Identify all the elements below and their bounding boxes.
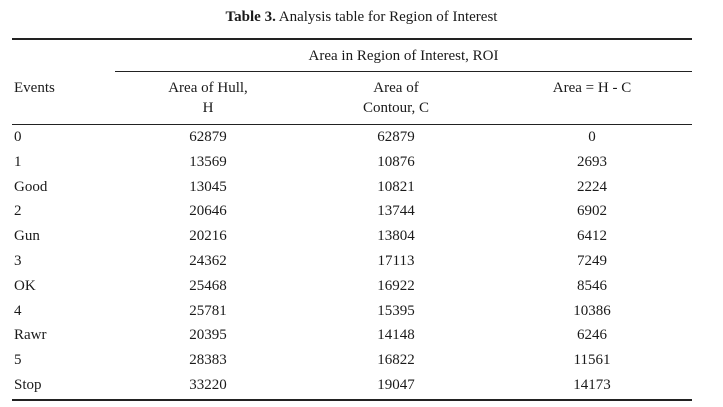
diff-cell: 6246 <box>577 327 607 344</box>
table-row: Stop 33220 19047 14173 <box>0 374 723 399</box>
event-cell: Gun <box>14 228 40 245</box>
hull-cell: 13569 <box>189 153 227 170</box>
contour-cell: 13744 <box>377 203 415 220</box>
table-row: Good 13045 10821 2224 <box>0 176 723 201</box>
event-cell: OK <box>14 277 36 294</box>
header-contour-line1: Area of <box>373 80 419 96</box>
diff-cell: 14173 <box>573 376 611 393</box>
table-row: 2 20646 13744 6902 <box>0 200 723 225</box>
bottom-rule <box>12 399 692 401</box>
event-cell: 0 <box>14 129 22 145</box>
table-row: 0 62879 62879 0 <box>0 126 723 151</box>
event-cell: 2 <box>14 203 22 220</box>
hull-cell: 25781 <box>189 302 227 319</box>
event-cell: Good <box>14 178 48 195</box>
diff-cell: 0 <box>588 129 596 145</box>
diff-cell: 7249 <box>577 252 607 269</box>
header-hull: Area of Hull, H <box>118 78 298 118</box>
diff-cell: 6412 <box>577 228 607 245</box>
hull-cell: 25468 <box>189 277 227 294</box>
contour-cell: 10821 <box>377 178 415 195</box>
diff-cell: 10386 <box>573 302 611 319</box>
event-cell: 4 <box>14 302 22 319</box>
table-row: 1 13569 10876 2693 <box>0 151 723 176</box>
contour-cell: 62879 <box>377 129 415 145</box>
top-rule <box>12 38 692 40</box>
hull-cell: 62879 <box>189 129 227 145</box>
diff-cell: 2693 <box>577 153 607 170</box>
contour-cell: 14148 <box>377 327 415 344</box>
caption-label: Table 3. <box>225 9 276 25</box>
table-row: Rawr 20395 14148 6246 <box>0 324 723 349</box>
contour-cell: 15395 <box>377 302 415 319</box>
contour-cell: 16922 <box>377 277 415 294</box>
hull-cell: 20646 <box>189 203 227 220</box>
header-rule <box>12 124 692 125</box>
table-row: OK 25468 16922 8546 <box>0 275 723 300</box>
contour-cell: 10876 <box>377 153 415 170</box>
header-contour-line2: Contour, C <box>362 100 430 116</box>
diff-cell: 6902 <box>577 203 607 220</box>
event-cell: 5 <box>14 352 22 369</box>
header-diff: Area = H - C <box>552 80 632 96</box>
hull-cell: 20395 <box>189 327 227 344</box>
table-row: 3 24362 17113 7249 <box>0 250 723 275</box>
caption-text: Analysis table for Region of Interest <box>275 9 498 25</box>
header-contour: Area of Contour, C <box>306 78 486 118</box>
table-caption: Table 3. Analysis table for Region of In… <box>0 7 723 27</box>
event-cell: 1 <box>14 153 22 170</box>
header-hull-line2: H <box>202 100 214 116</box>
contour-cell: 17113 <box>377 252 415 269</box>
event-cell: Stop <box>14 376 42 393</box>
group-header: Area in Region of Interest, ROI <box>308 48 499 64</box>
contour-cell: 16822 <box>377 352 415 369</box>
table-row: Gun 20216 13804 6412 <box>0 225 723 250</box>
diff-cell: 2224 <box>577 178 607 195</box>
hull-cell: 33220 <box>189 376 227 393</box>
contour-cell: 13804 <box>377 228 415 245</box>
hull-cell: 13045 <box>189 178 227 195</box>
header-hull-line1: Area of Hull, <box>168 80 248 96</box>
hull-cell: 28383 <box>189 352 227 369</box>
diff-cell: 11561 <box>573 352 611 369</box>
event-cell: 3 <box>14 252 22 269</box>
event-cell: Rawr <box>14 327 47 344</box>
contour-cell: 19047 <box>377 376 415 393</box>
table-row: 5 28383 16822 11561 <box>0 349 723 374</box>
group-rule <box>115 71 692 72</box>
hull-cell: 24362 <box>189 252 227 269</box>
table-row: 4 25781 15395 10386 <box>0 300 723 325</box>
header-events: Events <box>14 80 55 96</box>
diff-cell: 8546 <box>577 277 607 294</box>
table-body: 0 62879 62879 0 1 13569 10876 2693 Good 13045 1082… <box>0 126 723 399</box>
hull-cell: 20216 <box>189 228 227 245</box>
